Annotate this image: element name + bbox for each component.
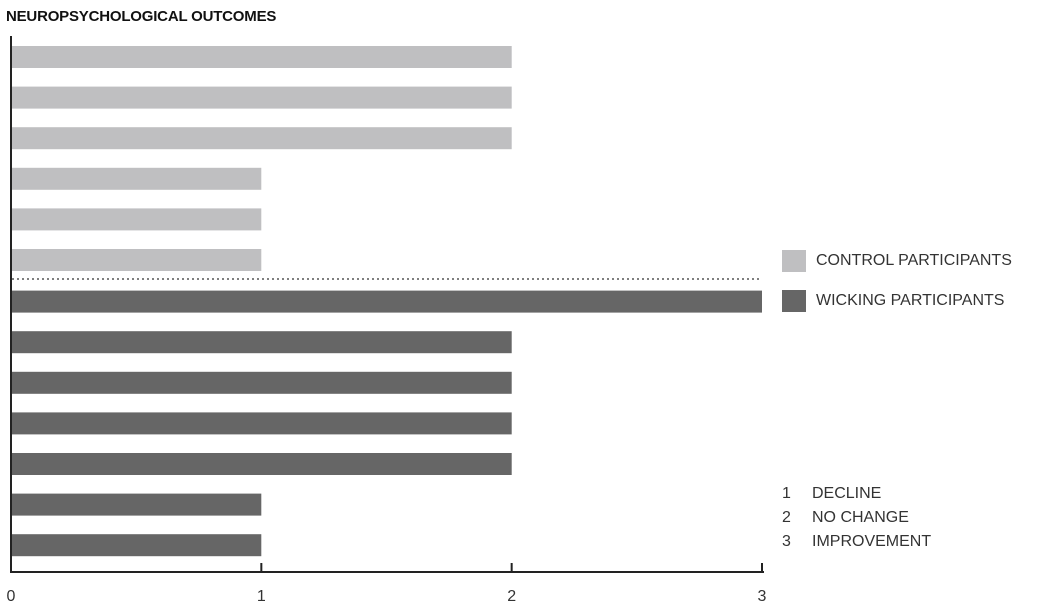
outcome-key: 1 DECLINE 2 NO CHANGE 3 IMPROVEMENT xyxy=(782,482,931,554)
bar-wicking-5 xyxy=(12,453,512,475)
legend-label-wicking: WICKING PARTICIPANTS xyxy=(816,292,1005,309)
x-tick-label: 1 xyxy=(257,588,266,605)
key-number: 1 xyxy=(782,485,791,502)
bar-control-2 xyxy=(12,86,512,109)
x-tick-label: 2 xyxy=(507,588,516,605)
legend-swatch-wicking xyxy=(782,290,806,312)
ticks-layer: 0 1 2 3 xyxy=(7,563,767,605)
legend-item-wicking: WICKING PARTICIPANTS xyxy=(782,290,1004,312)
key-label: DECLINE xyxy=(812,485,882,502)
bar-wicking-3 xyxy=(12,371,512,394)
key-number: 3 xyxy=(782,533,791,550)
key-row-decline: 1 DECLINE xyxy=(782,482,931,506)
bar-control-4 xyxy=(12,167,262,190)
bar-wicking-6 xyxy=(12,493,262,516)
key-number: 2 xyxy=(782,509,791,526)
x-tick-label: 3 xyxy=(758,588,767,605)
bar-wicking-7 xyxy=(12,534,262,557)
legend-swatch-control xyxy=(782,250,806,272)
bar-control-3 xyxy=(12,127,512,150)
bar-control-5 xyxy=(12,208,262,231)
bars-layer xyxy=(12,46,762,557)
bar-wicking-1 xyxy=(12,290,762,313)
legend-label-control: CONTROL PARTICIPANTS xyxy=(816,252,1012,269)
x-tick-label: 0 xyxy=(7,588,16,605)
key-row-no-change: 2 NO CHANGE xyxy=(782,506,931,530)
bar-wicking-2 xyxy=(12,331,512,354)
key-label: IMPROVEMENT xyxy=(812,533,932,550)
key-label: NO CHANGE xyxy=(812,509,909,526)
bar-control-6 xyxy=(12,249,262,271)
chart-title: NEUROPSYCHOLOGICAL OUTCOMES xyxy=(6,8,277,25)
bar-control-1 xyxy=(12,46,512,68)
key-row-improvement: 3 IMPROVEMENT xyxy=(782,530,931,554)
legend-item-control: CONTROL PARTICIPANTS xyxy=(782,250,1012,272)
bar-wicking-4 xyxy=(12,412,512,435)
